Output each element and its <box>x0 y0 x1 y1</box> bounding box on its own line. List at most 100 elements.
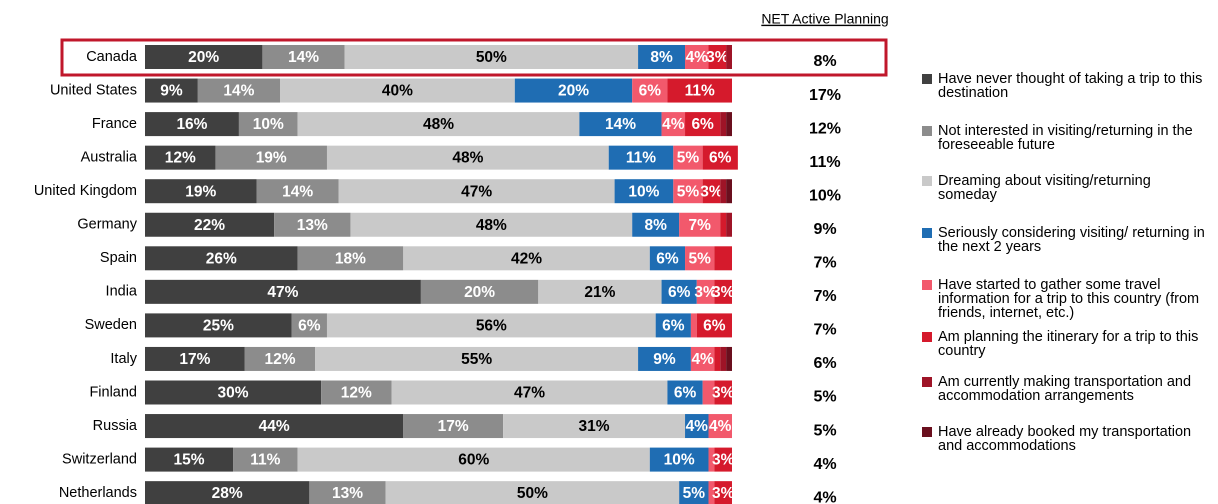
legend-label: Have started to gather some travel infor… <box>938 277 1200 321</box>
bar-segment <box>145 212 275 237</box>
data-label: 3% <box>700 183 723 200</box>
bar-segment <box>403 246 650 271</box>
legend-swatch <box>922 377 932 387</box>
bar-segment <box>714 447 732 472</box>
bar-segment <box>145 78 198 103</box>
bar-segment <box>673 179 703 204</box>
bar-segment <box>638 45 686 69</box>
bar-segment <box>503 414 686 439</box>
legend-swatch <box>922 280 932 290</box>
net-value: 10% <box>809 187 841 204</box>
bar-segment <box>638 346 691 371</box>
y-tick-label: Canada <box>86 49 138 65</box>
data-label: 44% <box>259 418 290 435</box>
net-value: 6% <box>813 355 836 372</box>
bar-segment <box>145 145 216 170</box>
data-label: 3% <box>712 385 735 402</box>
data-label: 14% <box>605 116 636 133</box>
bar-segment <box>632 78 668 103</box>
y-tick-label: Switzerland <box>62 451 137 467</box>
data-label: 60% <box>458 452 489 469</box>
data-label: 12% <box>341 385 372 402</box>
data-label: 10% <box>253 116 284 133</box>
bar-segment <box>685 414 709 439</box>
bar-segment <box>391 380 668 405</box>
data-label: 5% <box>677 183 700 200</box>
data-label: 6% <box>709 150 732 167</box>
bar-segment <box>720 212 727 237</box>
legend-swatch <box>922 427 932 437</box>
bar-segment <box>238 112 298 137</box>
bar-segment <box>702 380 715 405</box>
bar-segment <box>661 279 697 304</box>
net-value: 11% <box>809 154 840 171</box>
bar-segment <box>145 246 298 271</box>
bar-segment <box>690 313 697 338</box>
data-label: 19% <box>185 183 216 200</box>
data-label: 25% <box>203 317 234 334</box>
data-label: 4% <box>686 49 709 66</box>
data-label: 5% <box>689 250 712 267</box>
bar-segment <box>256 179 339 204</box>
data-label: 12% <box>264 351 295 368</box>
data-label: 14% <box>282 183 313 200</box>
bar-segment <box>244 346 316 371</box>
data-label: 17% <box>179 351 210 368</box>
bar-segment <box>262 45 345 69</box>
data-label: 48% <box>476 217 507 234</box>
legend-swatch <box>922 332 932 342</box>
y-tick-label: Australia <box>81 149 138 165</box>
data-label: 5% <box>677 150 700 167</box>
net-value: 8% <box>813 53 836 70</box>
bar-segment <box>679 481 709 504</box>
data-label: 20% <box>558 83 589 100</box>
legend-label: Am currently making transportation and a… <box>938 374 1192 404</box>
bar-segment <box>274 212 351 237</box>
data-label: 31% <box>579 418 610 435</box>
data-label: 16% <box>176 116 207 133</box>
bar-segment <box>702 179 721 204</box>
data-label: 42% <box>511 250 542 267</box>
bar-segment <box>726 346 732 371</box>
data-label: 13% <box>332 485 363 502</box>
bar-segment <box>690 346 715 371</box>
data-label: 6% <box>691 116 714 133</box>
legend-label: Have already booked my transportation an… <box>938 424 1192 454</box>
bar-segment <box>291 313 327 338</box>
legend-label: Dreaming about visiting/returning someda… <box>938 173 1151 203</box>
net-value: 12% <box>809 120 841 137</box>
net-value: 7% <box>813 322 836 339</box>
data-label: 30% <box>218 385 249 402</box>
y-tick-label: United Kingdom <box>34 183 137 199</box>
bar-segment <box>514 78 633 103</box>
bar-segment <box>667 380 703 405</box>
bar-segment <box>579 112 662 137</box>
data-label: 11% <box>685 83 715 100</box>
data-label: 47% <box>514 385 545 402</box>
net-value: 17% <box>809 87 841 104</box>
y-tick-label: Russia <box>93 418 138 434</box>
legend-swatch <box>922 126 932 136</box>
data-label: 13% <box>297 217 328 234</box>
data-label: 50% <box>476 49 507 66</box>
data-label: 48% <box>452 150 483 167</box>
data-label: 6% <box>674 385 697 402</box>
legend-item: Dreaming about visiting/returning someda… <box>922 174 1212 202</box>
data-label: 9% <box>160 83 183 100</box>
legend-label: Seriously considering visiting/ returnin… <box>938 225 1205 255</box>
bar-segment <box>315 346 639 371</box>
y-tick-label: Finland <box>89 384 137 400</box>
data-label: 6% <box>703 317 726 334</box>
bar-segment <box>344 45 639 69</box>
bar-segment <box>420 279 539 304</box>
bar-segment <box>708 481 715 504</box>
data-label: 6% <box>639 83 662 100</box>
bar-segment <box>673 145 703 170</box>
data-label: 55% <box>461 351 492 368</box>
bar-segment <box>667 78 732 103</box>
data-label: 4% <box>709 418 732 435</box>
net-header: NET Active Planning <box>761 11 888 27</box>
legend-item: Not interested in visiting/returning in … <box>922 124 1212 152</box>
legend-item: Have started to gather some travel infor… <box>922 278 1212 320</box>
